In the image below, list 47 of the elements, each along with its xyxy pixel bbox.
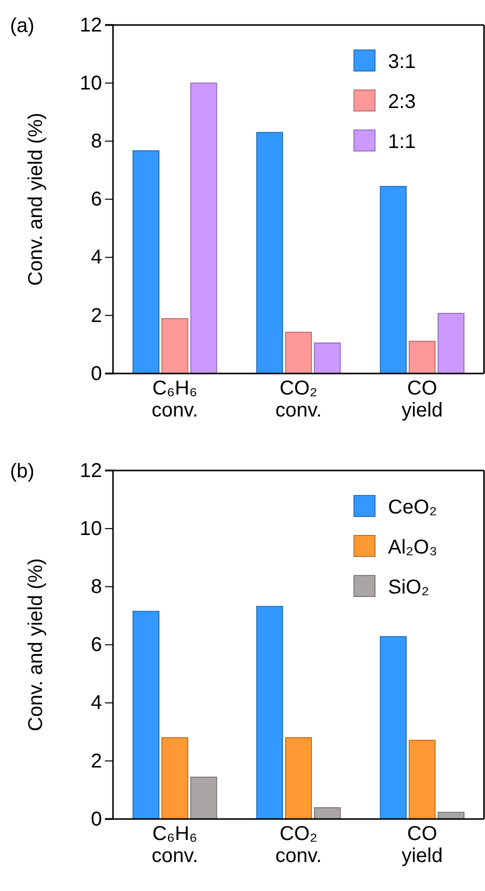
bar [161,318,188,374]
bar [314,807,341,820]
bar [380,636,407,820]
y-tick-label: 12 [80,460,102,482]
y-tick-label: 10 [80,518,102,540]
legend-label: 3:1 [388,51,416,73]
bar [132,150,160,374]
x-tick-label: C₆H₆ conv. [152,823,198,867]
legend-label: Al₂O₃ [388,536,438,558]
y-tick-label: 2 [90,304,102,327]
bar [256,132,284,374]
y-tick-label: 2 [90,750,102,772]
y-tick-label: 0 [90,808,102,830]
x-tick-label: CO yield [402,378,443,422]
bar [161,737,188,820]
y-axis-title: Conv. and yield (%) [25,558,47,732]
x-tick-label: CO₂ conv. [275,823,322,867]
x-tick-label: C₆H₆ conv. [152,378,198,422]
y-axis-title: Conv. and yield (%) [25,112,47,286]
y-tick-label: 0 [90,362,102,385]
bar [285,737,312,820]
x-tick-label: CO₂ conv. [275,378,322,422]
legend-label: SiO₂ [388,576,430,598]
bar [408,740,436,820]
legend-label: 2:3 [388,91,416,113]
y-tick-label: 6 [90,634,102,656]
chart-title: (b) [10,460,34,482]
bar [314,342,341,374]
bar [408,340,436,374]
x-tick-label: CO yield [402,823,443,867]
y-tick-label: 12 [80,14,102,36]
bar [438,312,464,374]
bar [380,186,407,374]
bar [285,332,312,374]
y-tick-label: 6 [90,188,102,211]
bar [190,82,218,374]
y-tick-label: 8 [90,130,102,153]
legend-label: CeO₂ [388,496,437,518]
y-tick-label: 4 [90,246,102,269]
bar [132,610,160,820]
y-tick-label: 4 [90,692,102,714]
chart-title: (a) [10,15,34,37]
y-tick-label: 10 [80,72,102,94]
bar [190,776,218,820]
y-tick-label: 8 [90,576,102,598]
legend-label: 1:1 [388,131,416,153]
bar [256,606,284,820]
